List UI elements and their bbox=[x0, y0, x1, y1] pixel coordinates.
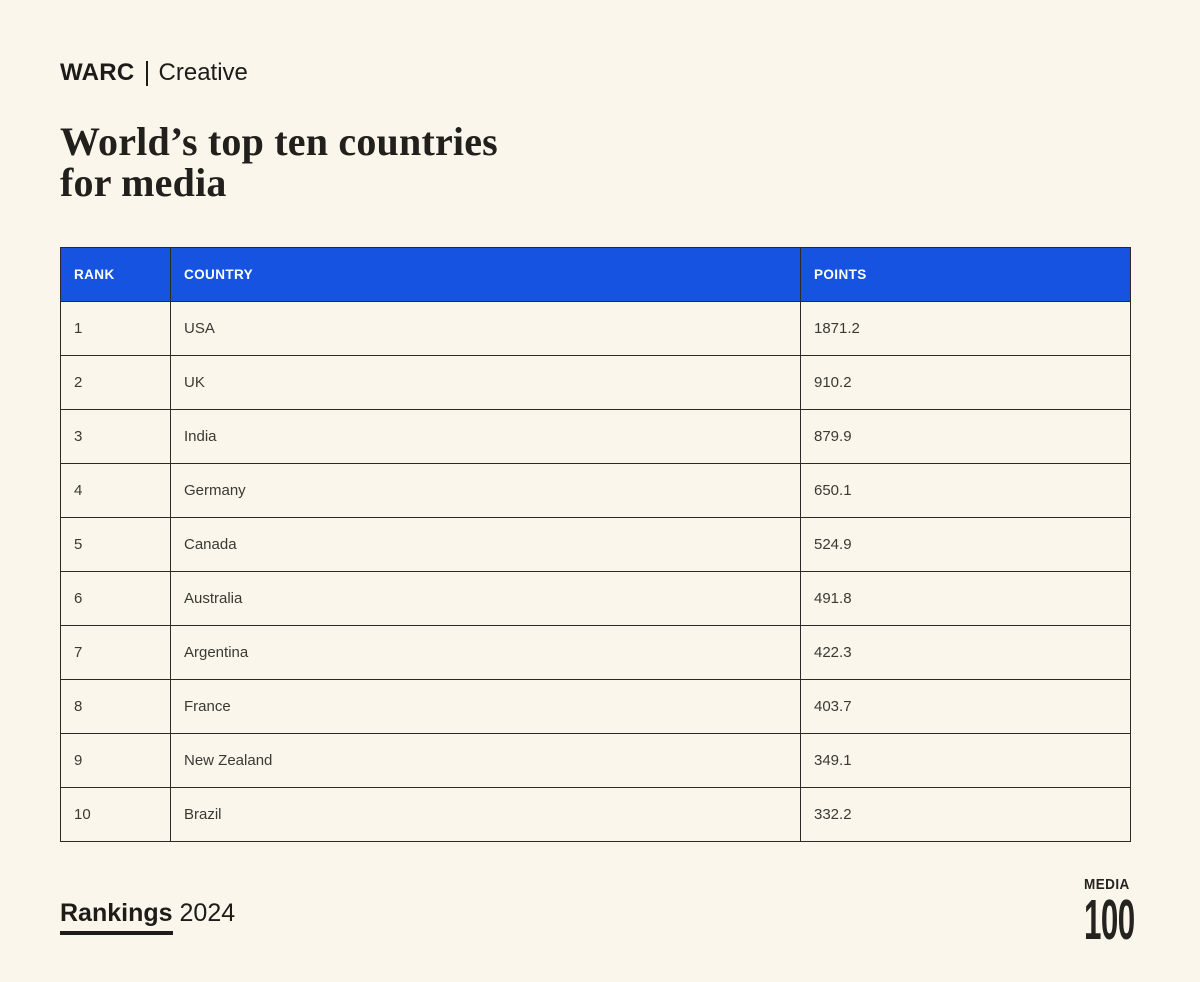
rank-cell: 3 bbox=[60, 409, 171, 464]
rankings-footer: Rankings 2024 bbox=[60, 899, 235, 935]
title-line-2: for media bbox=[60, 160, 227, 205]
table-row: 8 France 403.7 bbox=[60, 679, 1131, 734]
points-cell: 910.2 bbox=[800, 355, 1131, 410]
country-cell: France bbox=[170, 679, 801, 734]
rankings-label: Rankings bbox=[60, 899, 173, 935]
table-row: 5 Canada 524.9 bbox=[60, 517, 1131, 572]
table-header-country: COUNTRY bbox=[170, 247, 801, 302]
table-row: 7 Argentina 422.3 bbox=[60, 625, 1131, 680]
table-row: 9 New Zealand 349.1 bbox=[60, 733, 1131, 788]
country-cell: India bbox=[170, 409, 801, 464]
brand-secondary-text: Creative bbox=[158, 59, 248, 86]
rank-cell: 9 bbox=[60, 733, 171, 788]
table-row: 2 UK 910.2 bbox=[60, 355, 1131, 410]
points-cell: 332.2 bbox=[800, 787, 1131, 842]
points-cell: 1871.2 bbox=[800, 301, 1131, 356]
title-line-1: World’s top ten countries bbox=[60, 119, 498, 164]
rankings-year: 2024 bbox=[179, 899, 236, 927]
country-cell: Germany bbox=[170, 463, 801, 518]
table-header-points: POINTS bbox=[800, 247, 1131, 302]
points-cell: 524.9 bbox=[800, 517, 1131, 572]
country-cell: UK bbox=[170, 355, 801, 410]
table-row: 4 Germany 650.1 bbox=[60, 463, 1131, 518]
points-cell: 879.9 bbox=[800, 409, 1131, 464]
table-header-rank: RANK bbox=[60, 247, 171, 302]
country-cell: Canada bbox=[170, 517, 801, 572]
media-logo-word: MEDIA bbox=[1084, 876, 1130, 893]
country-cell: Australia bbox=[170, 571, 801, 626]
points-cell: 650.1 bbox=[800, 463, 1131, 518]
warc-creative-logo: WARC Creative bbox=[60, 59, 248, 87]
points-cell: 403.7 bbox=[800, 679, 1131, 734]
rank-cell: 10 bbox=[60, 787, 171, 842]
points-cell: 349.1 bbox=[800, 733, 1131, 788]
country-cell: USA bbox=[170, 301, 801, 356]
media-100-logo: MEDIA 100 bbox=[1084, 876, 1144, 952]
brand-primary-text: WARC bbox=[60, 59, 135, 86]
country-cell: New Zealand bbox=[170, 733, 801, 788]
table-row: 6 Australia 491.8 bbox=[60, 571, 1131, 626]
brand-divider bbox=[145, 60, 148, 86]
rank-cell: 8 bbox=[60, 679, 171, 734]
rank-cell: 1 bbox=[60, 301, 171, 356]
country-cell: Argentina bbox=[170, 625, 801, 680]
rank-cell: 6 bbox=[60, 571, 171, 626]
rank-cell: 7 bbox=[60, 625, 171, 680]
points-cell: 422.3 bbox=[800, 625, 1131, 680]
rank-cell: 4 bbox=[60, 463, 171, 518]
table-row: 3 India 879.9 bbox=[60, 409, 1131, 464]
page-title: World’s top ten countries for media bbox=[60, 121, 498, 203]
table-row: 1 USA 1871.2 bbox=[60, 301, 1131, 356]
rank-cell: 5 bbox=[60, 517, 171, 572]
rank-cell: 2 bbox=[60, 355, 171, 410]
rankings-table: RANK COUNTRY POINTS 1 USA 1871.2 2 UK 91… bbox=[60, 247, 1131, 842]
table-row: 10 Brazil 332.2 bbox=[60, 787, 1131, 842]
media-logo-number: 100 bbox=[1084, 888, 1135, 952]
table-header-row: RANK COUNTRY POINTS bbox=[60, 247, 1131, 302]
country-cell: Brazil bbox=[170, 787, 801, 842]
points-cell: 491.8 bbox=[800, 571, 1131, 626]
